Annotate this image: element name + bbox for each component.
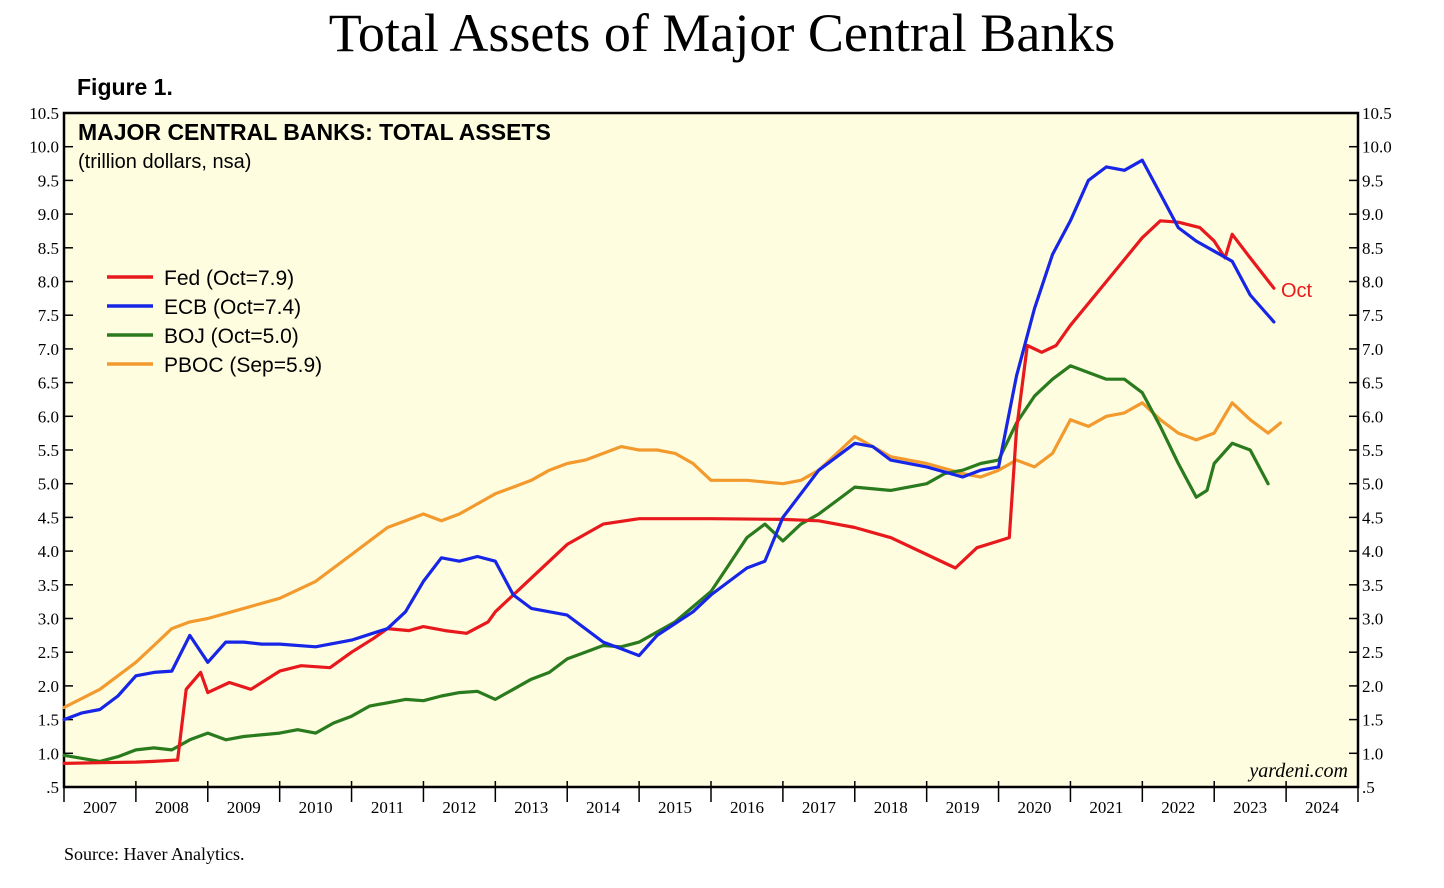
x-tick-label: 2008 xyxy=(155,798,189,817)
y-tick-label-right: 8.5 xyxy=(1362,239,1383,258)
legend-label-fed: Fed (Oct=7.9) xyxy=(164,267,294,290)
y-tick-label-left: 8.5 xyxy=(38,239,59,258)
y-tick-label-left: 10.5 xyxy=(29,104,59,123)
x-tick-label: 2023 xyxy=(1233,798,1267,817)
y-tick-label-right: .5 xyxy=(1362,778,1375,797)
end-annotation: Oct xyxy=(1281,280,1313,302)
x-tick-label: 2022 xyxy=(1161,798,1195,817)
y-tick-label-right: 8.0 xyxy=(1362,273,1383,292)
legend-label-ecb: ECB (Oct=7.4) xyxy=(164,296,301,319)
y-tick-label-left: 9.5 xyxy=(38,171,59,190)
y-axis-left: .5 1.0 1.5 2.0 2.5 3.0 3.5 4.0 4.5 5.0 5.5 6.0 6.5 7.… xyxy=(29,104,73,797)
x-tick-label: 2021 xyxy=(1089,798,1123,817)
x-tick-label: 2020 xyxy=(1018,798,1052,817)
series-line-fed xyxy=(62,219,1276,765)
y-tick-label-left: 6.5 xyxy=(38,374,59,393)
legend: Fed (Oct=7.9) ECB (Oct=7.4) BOJ (Oct=5.0) P… xyxy=(107,267,322,377)
x-axis: 2007 2008 2009 2010 2011 2012 2013 2014 2015 2016… xyxy=(63,781,1359,817)
chart-title: MAJOR CENTRAL BANKS: TOTAL ASSETS xyxy=(78,119,551,145)
y-tick-label-right: 6.5 xyxy=(1362,374,1383,393)
y-tick-label-right: 10.0 xyxy=(1362,138,1392,157)
x-tick-label: 2014 xyxy=(586,798,621,817)
legend-label-pboc: PBOC (Sep=5.9) xyxy=(164,354,322,377)
x-tick-label: 2018 xyxy=(874,798,908,817)
y-tick-label-left: 9.0 xyxy=(38,205,59,224)
x-tick-label: 2015 xyxy=(658,798,692,817)
y-tick-label-left: 4.5 xyxy=(38,508,59,527)
y-tick-label-left: 3.5 xyxy=(38,576,59,595)
y-tick-label-left: 7.5 xyxy=(38,306,59,325)
y-tick-label-right: 9.5 xyxy=(1362,171,1383,190)
legend-label-boj: BOJ (Oct=5.0) xyxy=(164,325,299,348)
y-tick-label-right: 4.0 xyxy=(1362,542,1383,561)
y-tick-label-right: 1.5 xyxy=(1362,711,1383,730)
y-tick-label-right: 2.0 xyxy=(1362,677,1383,696)
y-tick-label-right: 9.0 xyxy=(1362,205,1383,224)
y-tick-label-right: 6.0 xyxy=(1362,407,1383,426)
page-title: Total Assets of Major Central Banks xyxy=(328,3,1116,63)
y-tick-label-right: 4.5 xyxy=(1362,508,1383,527)
y-tick-label-left: 2.0 xyxy=(38,677,59,696)
y-tick-label-left: 5.0 xyxy=(38,475,59,494)
figure-label: Figure 1. xyxy=(77,74,173,100)
source-note: Source: Haver Analytics. xyxy=(64,844,245,864)
x-tick-label: 2011 xyxy=(371,798,404,817)
chart-subtitle: (trillion dollars, nsa) xyxy=(78,151,251,173)
plot-area xyxy=(62,111,1360,789)
y-tick-label-right: 7.0 xyxy=(1362,340,1383,359)
y-tick-label-left: 7.0 xyxy=(38,340,59,359)
y-tick-label-left: 4.0 xyxy=(38,542,59,561)
y-tick-label-right: 1.0 xyxy=(1362,744,1383,763)
y-tick-label-left: 8.0 xyxy=(38,273,59,292)
y-tick-label-left: 10.0 xyxy=(29,138,59,157)
y-tick-label-right: 3.5 xyxy=(1362,576,1383,595)
y-tick-label-left: 5.5 xyxy=(38,441,59,460)
watermark: yardeni.com xyxy=(1247,760,1348,782)
x-tick-label: 2024 xyxy=(1305,798,1340,817)
y-tick-label-right: 5.0 xyxy=(1362,475,1383,494)
series-lines xyxy=(62,158,1282,765)
y-tick-label-left: .5 xyxy=(46,778,59,797)
x-tick-label: 2007 xyxy=(83,798,118,817)
x-tick-label: 2012 xyxy=(442,798,476,817)
x-tick-label: 2019 xyxy=(946,798,980,817)
y-tick-label-left: 1.0 xyxy=(38,744,59,763)
y-tick-label-left: 1.5 xyxy=(38,711,59,730)
y-tick-label-right: 10.5 xyxy=(1362,104,1392,123)
y-axis-right: .5 1.0 1.5 2.0 2.5 3.0 3.5 4.0 4.5 5.0 5.5 6.0 6.5 7.… xyxy=(1349,104,1392,797)
y-tick-label-left: 6.0 xyxy=(38,407,59,426)
x-tick-label: 2009 xyxy=(227,798,261,817)
y-tick-label-right: 7.5 xyxy=(1362,306,1383,325)
x-tick-label: 2017 xyxy=(802,798,837,817)
y-tick-label-right: 5.5 xyxy=(1362,441,1383,460)
y-tick-label-right: 3.0 xyxy=(1362,610,1383,629)
x-tick-label: 2016 xyxy=(730,798,764,817)
x-tick-label: 2013 xyxy=(514,798,548,817)
y-tick-label-right: 2.5 xyxy=(1362,643,1383,662)
y-tick-label-left: 2.5 xyxy=(38,643,59,662)
y-tick-label-left: 3.0 xyxy=(38,610,59,629)
series-line-pboc xyxy=(62,401,1282,710)
series-line-ecb xyxy=(62,158,1276,722)
x-tick-label: 2010 xyxy=(299,798,333,817)
